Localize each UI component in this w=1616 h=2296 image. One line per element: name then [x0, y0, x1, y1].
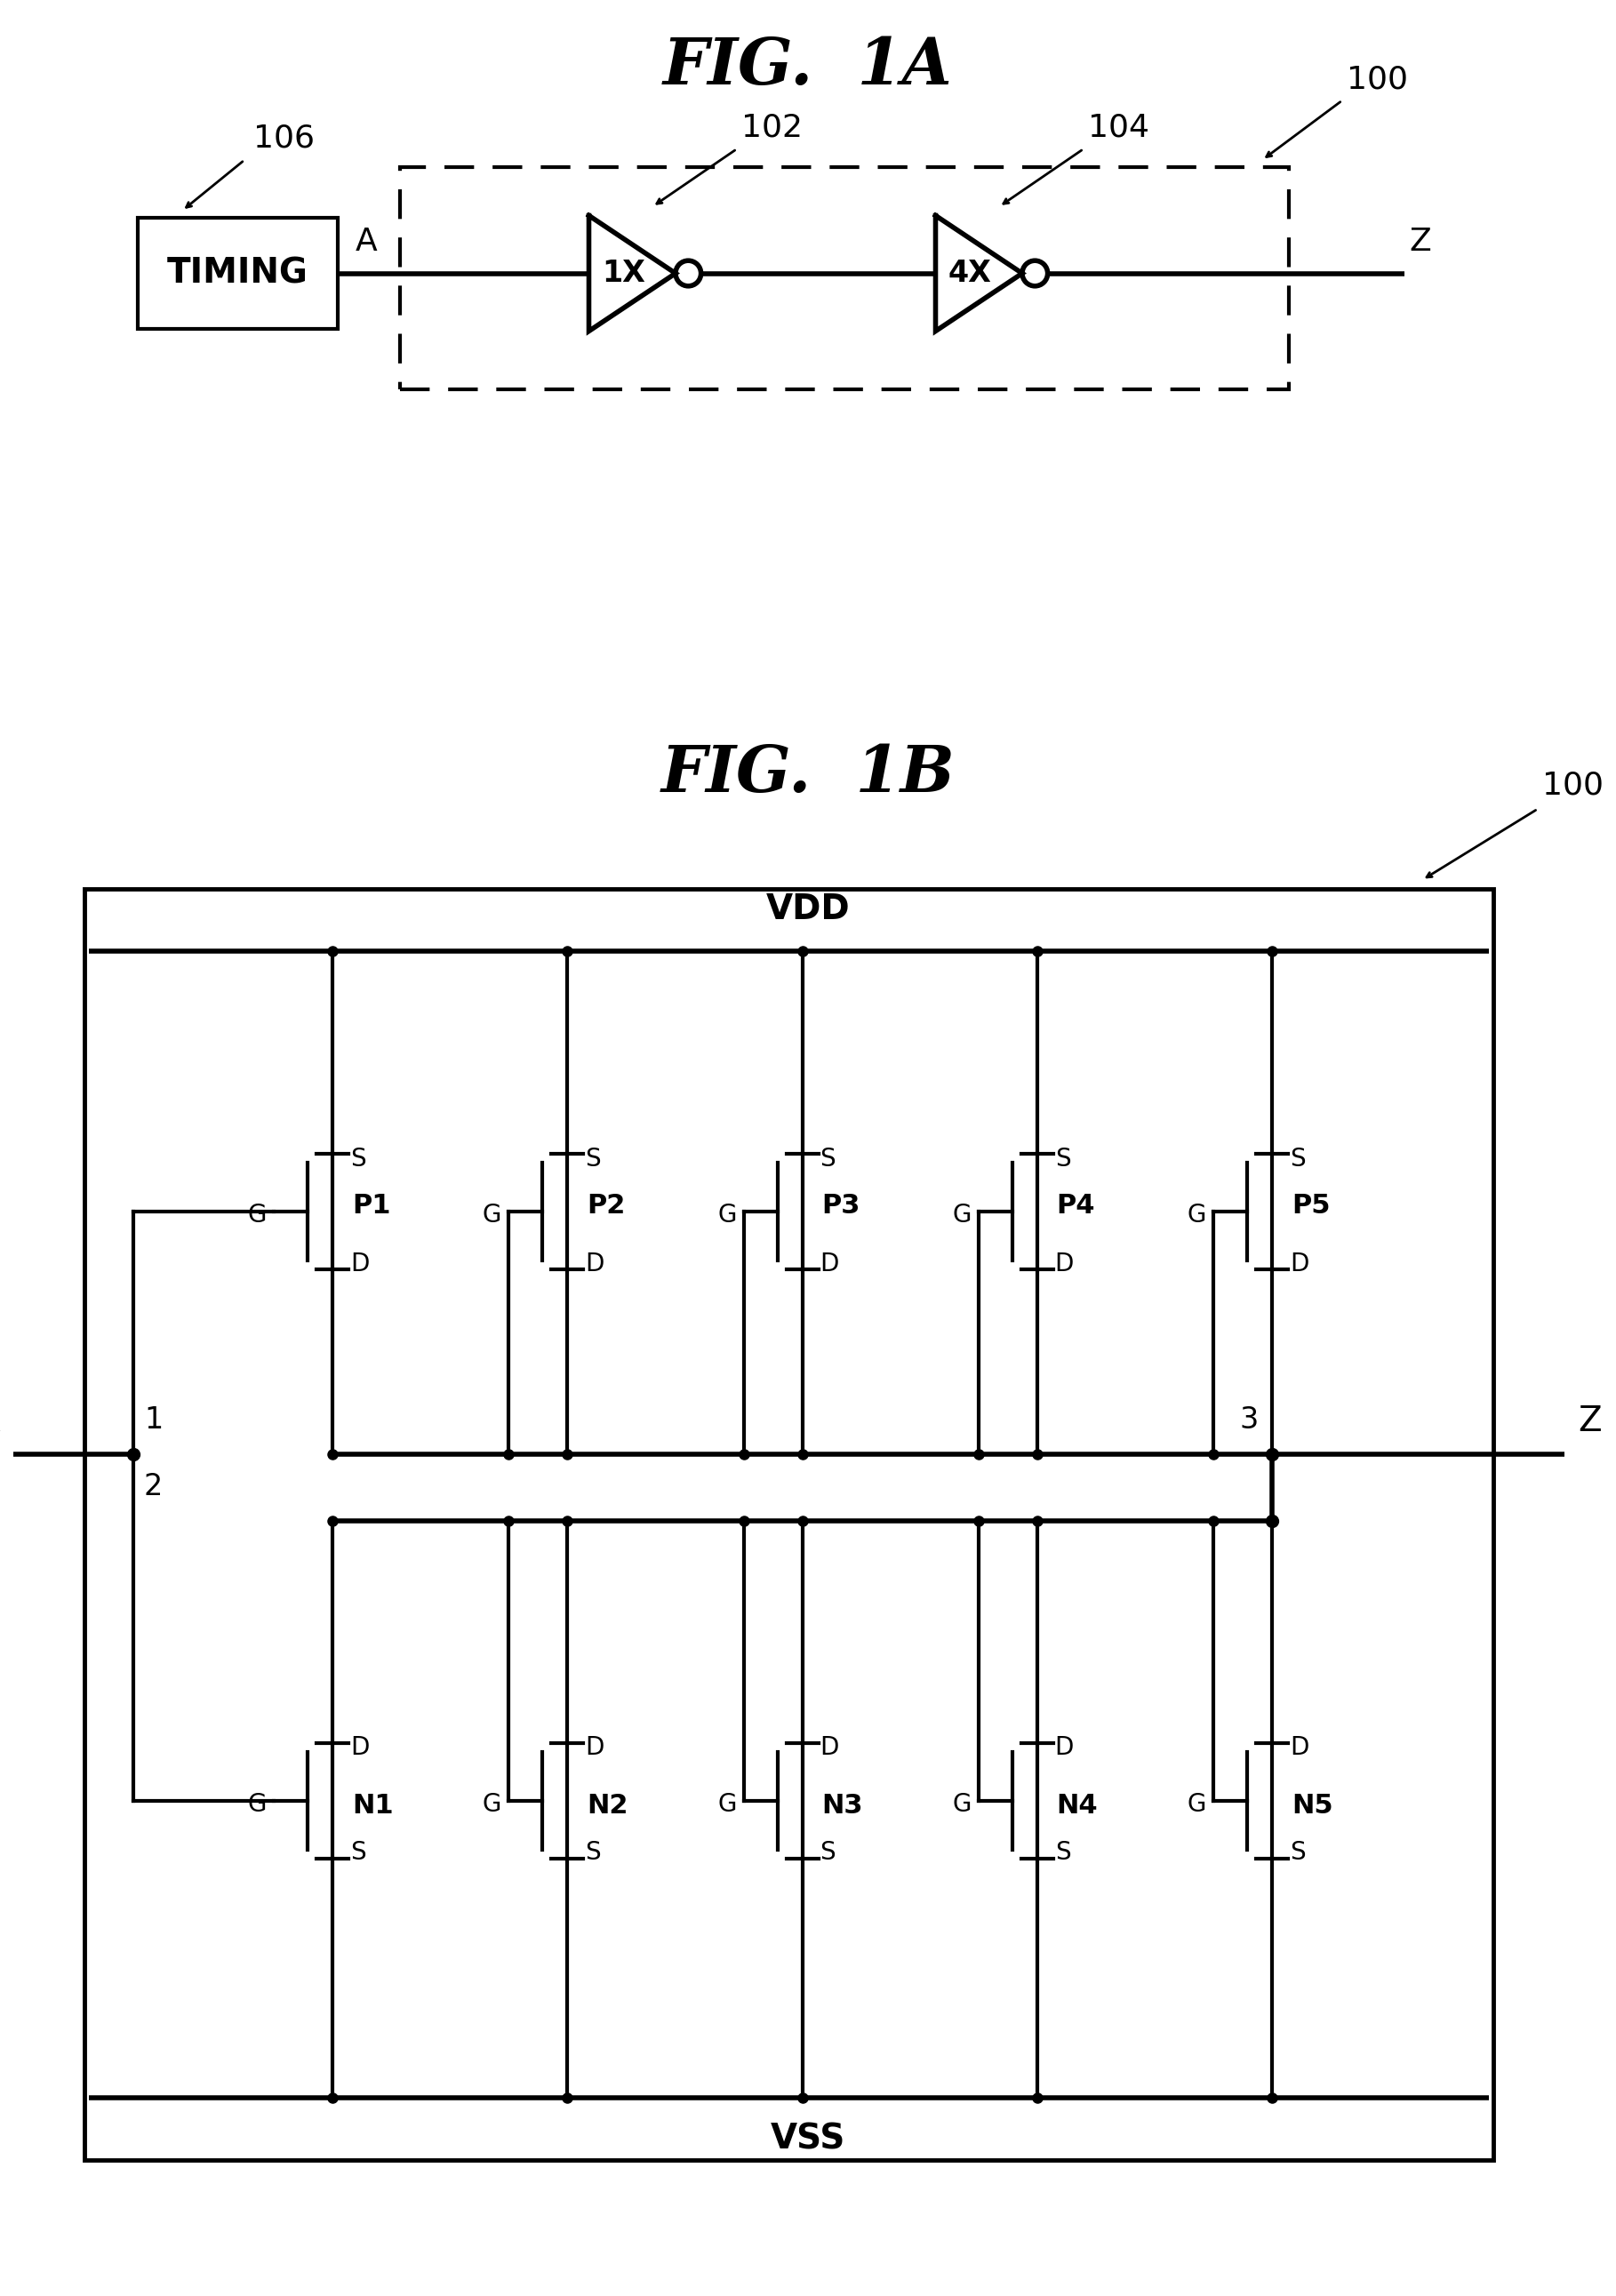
Text: VSS: VSS: [771, 2124, 845, 2156]
Text: P3: P3: [823, 1194, 860, 1219]
Text: G: G: [1188, 1203, 1206, 1228]
Text: S: S: [351, 1146, 367, 1171]
Text: P5: P5: [1291, 1194, 1330, 1219]
Text: S: S: [1290, 1841, 1306, 1864]
Text: 102: 102: [742, 113, 803, 142]
Text: G: G: [483, 1791, 501, 1816]
Text: D: D: [819, 1251, 839, 1277]
Text: 3: 3: [1239, 1405, 1259, 1435]
Text: N4: N4: [1057, 1793, 1097, 1818]
Text: S: S: [585, 1146, 601, 1171]
Text: N1: N1: [352, 1793, 394, 1818]
Text: 106: 106: [254, 124, 315, 154]
Text: D: D: [351, 1736, 370, 1761]
Text: D: D: [1055, 1736, 1073, 1761]
Text: D: D: [585, 1251, 604, 1277]
Text: S: S: [1055, 1841, 1070, 1864]
Text: G: G: [1188, 1791, 1206, 1816]
Text: G: G: [718, 1791, 737, 1816]
Text: P2: P2: [587, 1194, 625, 1219]
Text: G: G: [483, 1203, 501, 1228]
Text: S: S: [819, 1146, 835, 1171]
Text: G: G: [247, 1791, 267, 1816]
Text: 104: 104: [1088, 113, 1149, 142]
Text: VDD: VDD: [766, 893, 850, 925]
Text: P1: P1: [352, 1194, 391, 1219]
Text: D: D: [819, 1736, 839, 1761]
Text: G: G: [247, 1203, 267, 1228]
Text: N2: N2: [587, 1793, 629, 1818]
Text: 4X: 4X: [949, 259, 992, 287]
Text: S: S: [585, 1841, 601, 1864]
Text: G: G: [952, 1203, 971, 1228]
Text: A: A: [356, 227, 378, 257]
Text: Z: Z: [1409, 227, 1430, 257]
Text: D: D: [1290, 1736, 1309, 1761]
Text: 1X: 1X: [601, 259, 645, 287]
Text: S: S: [819, 1841, 835, 1864]
Bar: [401, 168, 1290, 390]
Text: 2: 2: [144, 1472, 163, 1502]
Bar: [84, 889, 1493, 2161]
Text: G: G: [952, 1791, 971, 1816]
Text: D: D: [585, 1736, 604, 1761]
Text: D: D: [351, 1251, 370, 1277]
Text: FIG.  1A: FIG. 1A: [663, 34, 953, 99]
Text: N5: N5: [1291, 1793, 1333, 1818]
Text: D: D: [1055, 1251, 1073, 1277]
Text: P4: P4: [1057, 1194, 1096, 1219]
Text: S: S: [1290, 1146, 1306, 1171]
Text: 100: 100: [1542, 769, 1603, 799]
Text: G: G: [718, 1203, 737, 1228]
Text: 100: 100: [1346, 64, 1408, 94]
Text: N3: N3: [823, 1793, 863, 1818]
Text: TIMING: TIMING: [166, 257, 309, 289]
Text: D: D: [1290, 1251, 1309, 1277]
Text: FIG.  1B: FIG. 1B: [661, 742, 955, 806]
Bar: [137, 218, 338, 328]
Text: S: S: [1055, 1146, 1070, 1171]
Text: Z: Z: [1577, 1405, 1601, 1437]
Text: S: S: [351, 1841, 367, 1864]
Text: 1: 1: [144, 1405, 163, 1435]
